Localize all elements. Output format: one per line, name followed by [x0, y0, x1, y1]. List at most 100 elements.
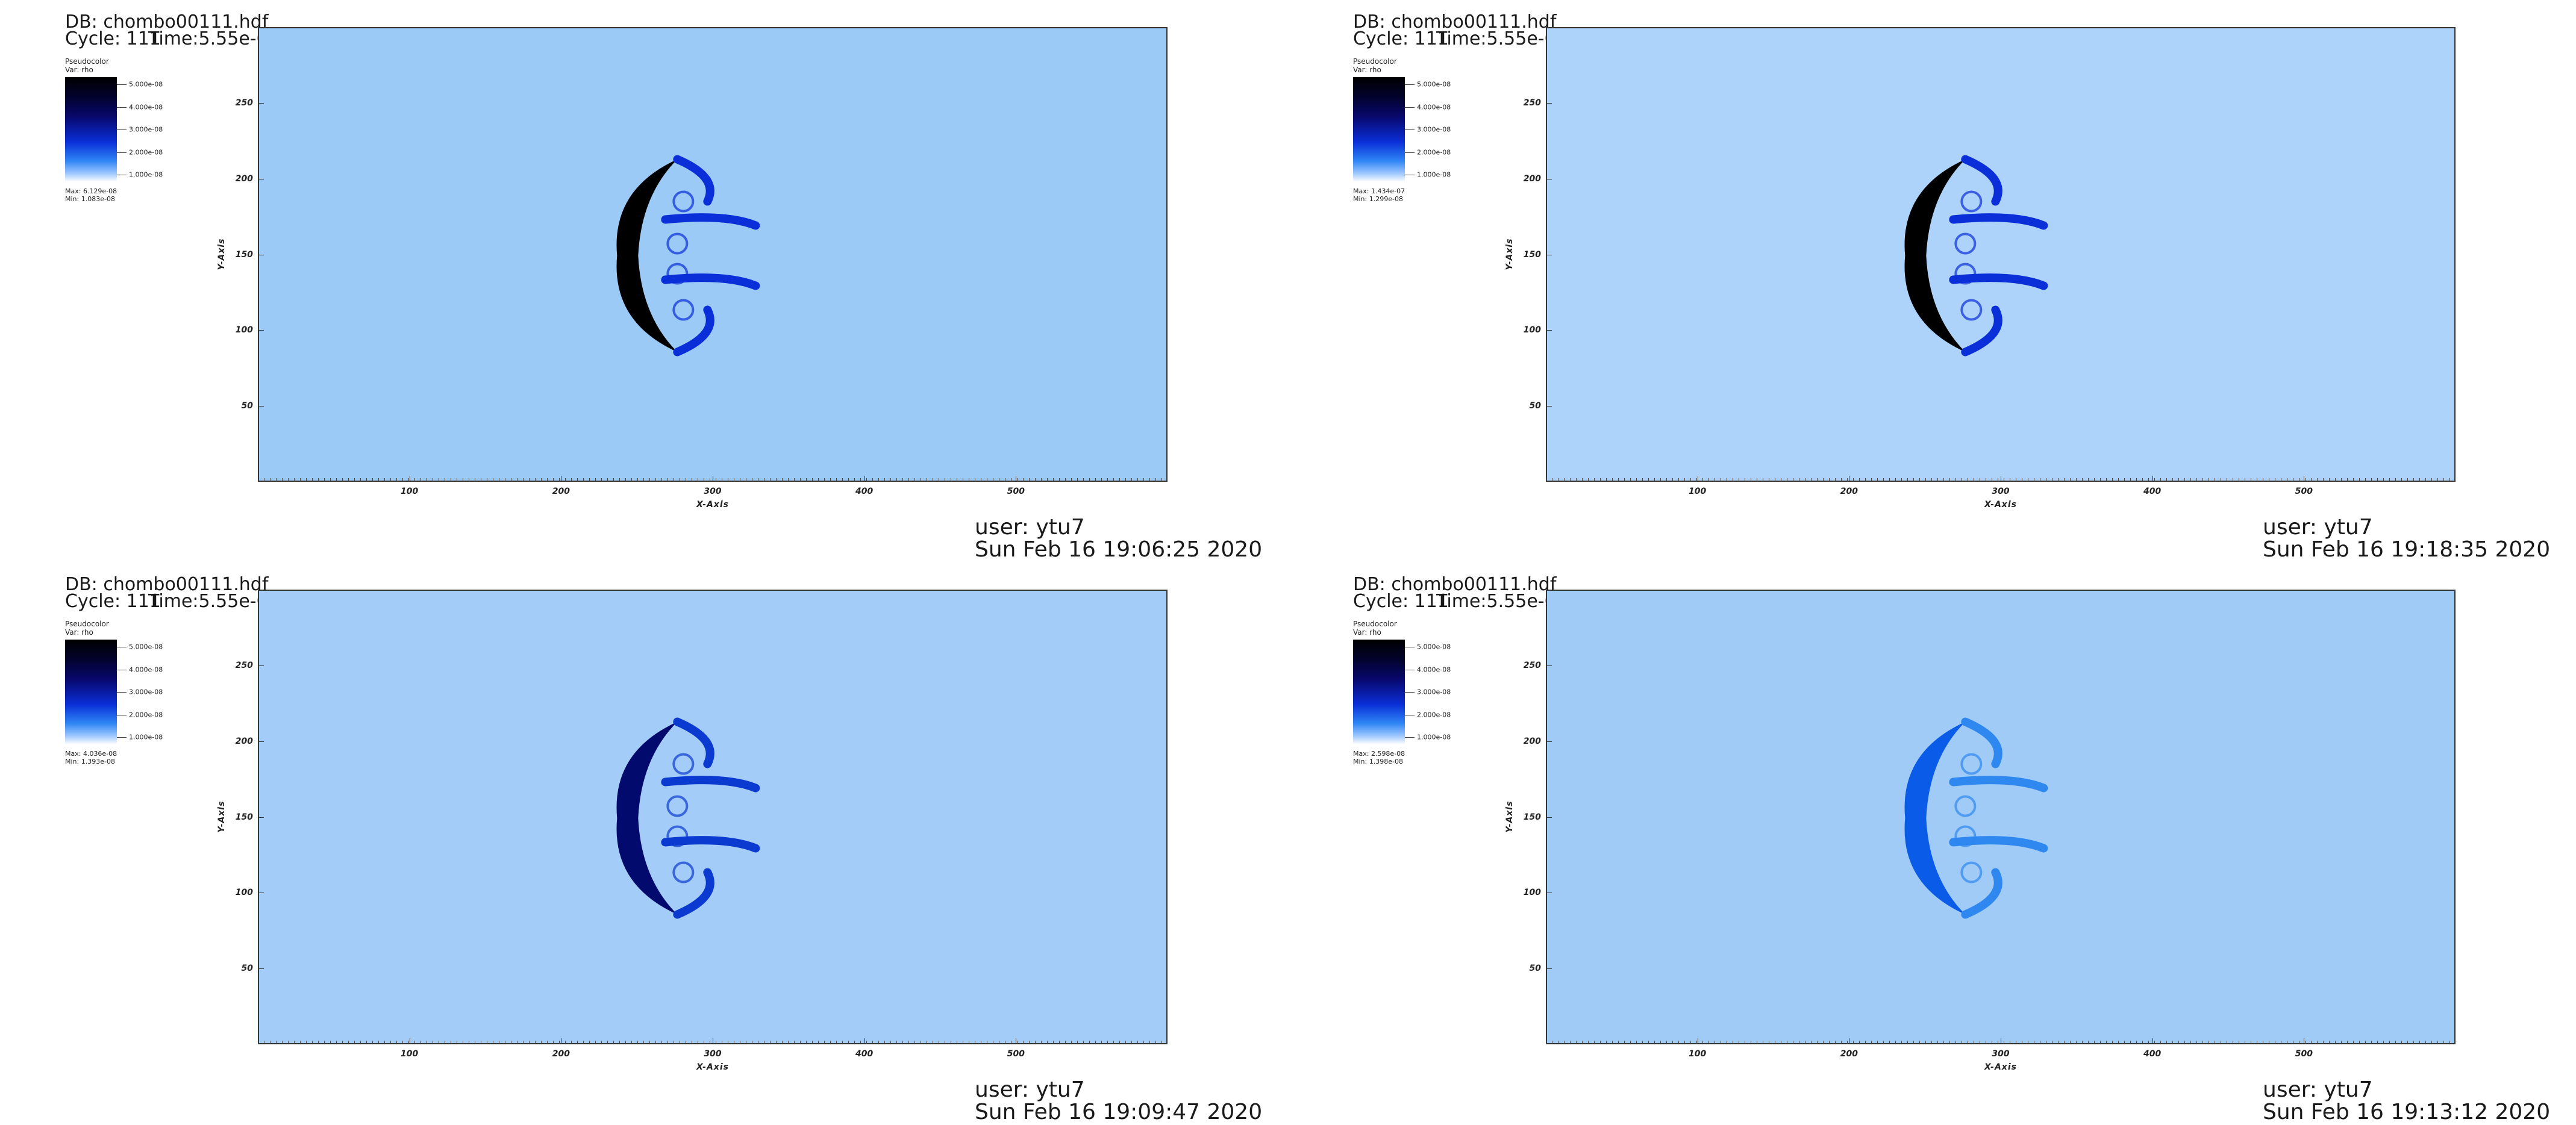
y-tick-label: 150 [235, 249, 253, 260]
density-structure [1904, 717, 2048, 919]
pseudocolor-plot [258, 27, 1168, 482]
y-tick-label: 50 [241, 964, 253, 974]
legend-title: Pseudocolor [65, 620, 109, 628]
legend-tick-label: 4.000e-08 [1417, 665, 1451, 673]
legend-tick-label: 5.000e-08 [129, 643, 163, 651]
date-label: Sun Feb 16 19:09:47 2020 [975, 1100, 1263, 1124]
legend-tick [117, 737, 127, 738]
plot-panel: DB: chombo00111.hdf Cycle: 111 Time:5.55e-… [0, 562, 1288, 1125]
legend-variable: Var: rho [65, 66, 93, 74]
x-tick-label: 300 [704, 487, 722, 496]
x-tick-label: 300 [704, 1049, 722, 1059]
x-tick-label: 400 [855, 1049, 874, 1059]
y-tick [1546, 968, 1552, 970]
x-axis-title: X-Axis [696, 500, 729, 510]
x-tick [2152, 1038, 2153, 1044]
pseudocolor-plot [258, 590, 1168, 1044]
legend-variable: Var: rho [1353, 628, 1381, 637]
legend-colorbar [1353, 640, 1405, 744]
x-tick-label: 100 [401, 1049, 419, 1059]
legend-colorbar [1353, 77, 1405, 182]
y-tick [258, 817, 264, 818]
x-tick [2152, 476, 2153, 482]
x-tick-label: 400 [2143, 1049, 2162, 1059]
legend-tick [1405, 692, 1415, 693]
legend-tick-label: 2.000e-08 [1417, 148, 1451, 156]
legend-variable: Var: rho [1353, 66, 1381, 74]
legend-min: Min: 1.393e-08 [65, 758, 115, 765]
legend-tick [117, 84, 127, 85]
legend-min: Min: 1.083e-08 [65, 195, 115, 203]
legend-tick [1405, 152, 1415, 153]
y-tick [258, 406, 264, 407]
legend-tick [1405, 84, 1415, 85]
legend-tick-label: 1.000e-08 [129, 170, 163, 179]
legend-max: Max: 2.598e-08 [1353, 750, 1405, 758]
legend-tick [1405, 129, 1415, 130]
legend-max: Max: 6.129e-08 [65, 187, 117, 195]
y-tick [1546, 330, 1552, 331]
x-tick-label: 100 [401, 487, 419, 496]
y-tick [1546, 665, 1552, 666]
y-tick-label: 100 [1523, 888, 1541, 898]
plot-field [1547, 28, 2454, 481]
legend-tick [117, 692, 127, 693]
legend-tick-label: 1.000e-08 [129, 733, 163, 741]
x-axis-title: X-Axis [1984, 500, 2017, 510]
y-tick-label: 200 [235, 173, 253, 184]
cycle-label: Cycle: 111 [1353, 28, 1449, 49]
y-tick-label: 200 [1523, 173, 1541, 184]
x-tick-label: 100 [1689, 487, 1707, 496]
legend-min: Min: 1.299e-08 [1353, 195, 1403, 203]
x-axis-title: X-Axis [1984, 1062, 2017, 1072]
y-tick [1546, 817, 1552, 818]
plot-field [259, 591, 1166, 1043]
user-label: user: ytu7 [2263, 515, 2373, 540]
legend-tick-label: 4.000e-08 [129, 103, 163, 111]
cycle-label: Cycle: 111 [65, 28, 161, 49]
legend-tick-label: 3.000e-08 [129, 125, 163, 134]
y-axis-title: Y-Axis [1505, 800, 1515, 833]
database-label: DB: chombo00111.hdf [1353, 11, 1557, 33]
legend-tick [1405, 737, 1415, 738]
plot-field [259, 28, 1166, 481]
plot-panel: DB: chombo00111.hdf Cycle: 111 Time:5.55e-… [1288, 562, 2576, 1125]
y-axis-title: Y-Axis [217, 800, 227, 833]
y-tick-label: 150 [1523, 812, 1541, 822]
legend-tick-label: 3.000e-08 [129, 688, 163, 696]
plot-background [1547, 591, 2454, 1043]
y-tick-label: 150 [235, 812, 253, 822]
legend-title: Pseudocolor [1353, 57, 1397, 66]
legend-tick [1405, 107, 1415, 108]
x-tick-label: 500 [1007, 487, 1025, 496]
legend-max: Max: 1.434e-07 [1353, 187, 1405, 195]
database-label: DB: chombo00111.hdf [1353, 574, 1557, 595]
y-tick-label: 50 [1529, 964, 1541, 974]
x-axis-title: X-Axis [696, 1062, 729, 1072]
x-tick-label: 300 [1992, 1049, 2010, 1059]
legend-min: Min: 1.398e-08 [1353, 758, 1403, 765]
y-axis-title: Y-Axis [1505, 238, 1515, 270]
y-tick-label: 100 [235, 325, 253, 335]
y-tick-label: 150 [1523, 249, 1541, 260]
x-tick-label: 200 [1840, 1049, 1858, 1059]
y-tick-label: 250 [235, 98, 253, 108]
density-structure [616, 155, 760, 357]
legend-tick [117, 107, 127, 108]
y-tick [1546, 406, 1552, 407]
x-tick-label: 400 [2143, 487, 2162, 496]
pseudocolor-plot [1546, 590, 2456, 1044]
x-tick-label: 500 [2295, 1049, 2313, 1059]
legend-title: Pseudocolor [1353, 620, 1397, 628]
legend-tick-label: 2.000e-08 [1417, 711, 1451, 718]
cycle-label: Cycle: 111 [65, 591, 161, 612]
y-tick-label: 100 [1523, 325, 1541, 335]
plot-background [1547, 28, 2454, 481]
legend-colorbar [65, 77, 117, 182]
y-tick [1546, 102, 1552, 104]
legend-tick-label: 3.000e-08 [1417, 688, 1451, 696]
legend-tick-label: 2.000e-08 [129, 148, 163, 156]
x-tick-label: 500 [1007, 1049, 1025, 1059]
x-tick-label: 300 [1992, 487, 2010, 496]
database-label: DB: chombo00111.hdf [65, 574, 269, 595]
